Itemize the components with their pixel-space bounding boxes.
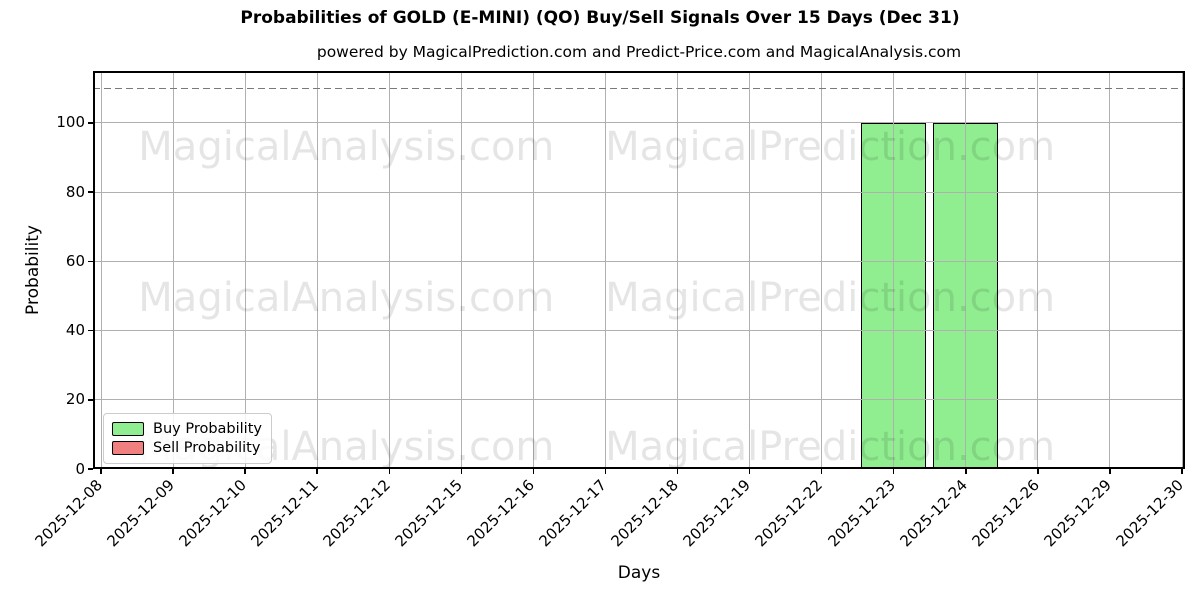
v-gridline — [965, 71, 967, 469]
v-gridline — [100, 71, 102, 469]
sell-probability-swatch — [112, 441, 144, 455]
y-tick-label: 40 — [65, 321, 85, 340]
x-tickmark — [244, 469, 246, 474]
v-gridline — [1109, 71, 1111, 469]
x-tick-label: 2025-12-08 — [31, 476, 106, 551]
dashed-line-layer — [93, 71, 1185, 469]
v-gridline — [244, 71, 246, 469]
x-tickmark — [892, 469, 895, 474]
legend-label-buy: Buy Probability — [153, 421, 262, 437]
x-tickmark — [316, 469, 318, 474]
x-tickmark — [820, 469, 823, 474]
v-gridline — [1181, 71, 1183, 469]
v-gridline — [532, 71, 534, 469]
legend-label-sell: Sell Probability — [153, 440, 261, 456]
y-tick-label: 20 — [65, 390, 85, 409]
x-tick-label: 2025-12-12 — [319, 476, 395, 551]
plot-area: MagicalAnalysis.com MagicalPrediction.com… — [93, 71, 1185, 470]
x-tickmark — [1181, 469, 1183, 474]
x-axis-label: Days — [617, 563, 661, 583]
x-tickmark — [172, 469, 174, 474]
buy-probability-swatch — [112, 422, 144, 436]
x-tick-label: 2025-12-23 — [824, 476, 899, 551]
x-tickmark — [388, 469, 391, 474]
x-tick-label: 2025-12-22 — [752, 476, 827, 551]
y-tick-label: 80 — [65, 182, 85, 201]
y-tickmark — [88, 468, 93, 470]
y-tickmark — [88, 329, 93, 332]
legend-item-buy: Buy Probability — [112, 420, 262, 438]
y-tick-label: 0 — [75, 459, 85, 478]
x-tickmark — [748, 469, 751, 474]
y-tick-label: 100 — [56, 113, 85, 132]
x-tickmark — [676, 469, 679, 474]
x-tick-label: 2025-12-10 — [175, 476, 250, 551]
v-gridline — [749, 71, 751, 469]
h-gridline — [93, 399, 1185, 401]
x-tick-label: 2025-12-30 — [1112, 476, 1187, 551]
v-gridline — [677, 71, 679, 469]
x-tick-label: 2025-12-18 — [607, 476, 683, 551]
x-tick-label: 2025-12-16 — [463, 476, 539, 551]
x-tick-label: 2025-12-26 — [968, 476, 1043, 551]
h-gridline — [93, 191, 1185, 193]
y-tickmark — [88, 260, 93, 263]
chart-subtitle: powered by MagicalPrediction.com and Pre… — [316, 43, 962, 61]
h-gridline — [93, 330, 1185, 332]
chart-title: Probabilities of GOLD (E-MINI) (QO) Buy/… — [240, 8, 960, 28]
dashed-threshold-line — [93, 87, 1185, 90]
h-gridline — [93, 122, 1185, 124]
legend-item-sell: Sell Probability — [112, 439, 262, 457]
y-tickmark — [88, 191, 93, 193]
x-tick-label: 2025-12-11 — [247, 476, 322, 551]
x-tick-label: 2025-12-09 — [103, 476, 178, 551]
v-gridline — [1037, 71, 1039, 469]
v-gridline — [893, 71, 895, 469]
y-tickmark — [88, 399, 93, 401]
v-gridline — [821, 71, 823, 469]
h-gridline — [93, 260, 1185, 262]
grid-layer — [93, 71, 1185, 469]
x-tick-label: 2025-12-19 — [679, 476, 755, 551]
v-gridline — [172, 71, 174, 469]
y-tick-label: 60 — [65, 251, 85, 270]
x-tick-label: 2025-12-17 — [535, 476, 611, 551]
x-tickmark — [1109, 469, 1111, 474]
x-tickmark — [1037, 469, 1039, 474]
x-tick-label: 2025-12-15 — [391, 476, 467, 551]
x-tickmark — [532, 469, 535, 474]
x-tickmark — [965, 469, 967, 474]
x-tick-label: 2025-12-29 — [1040, 476, 1115, 551]
v-gridline — [316, 71, 318, 469]
v-gridline — [460, 71, 462, 469]
x-tickmark — [604, 469, 607, 474]
v-gridline — [604, 71, 606, 469]
x-tickmark — [100, 469, 102, 474]
v-gridline — [388, 71, 390, 469]
x-tickmark — [460, 469, 463, 474]
x-tick-label: 2025-12-24 — [896, 476, 971, 551]
legend: Buy Probability Sell Probability — [103, 413, 272, 464]
y-tickmark — [88, 122, 93, 124]
